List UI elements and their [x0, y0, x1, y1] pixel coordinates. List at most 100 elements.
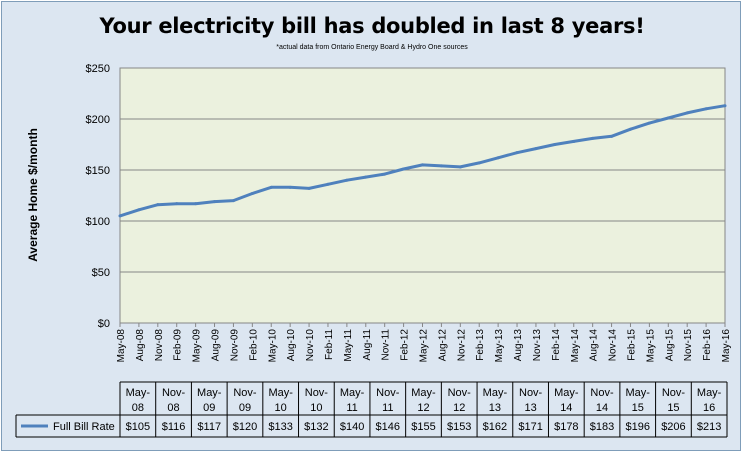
y-tick-label: $0	[98, 318, 110, 330]
data-point	[288, 185, 292, 189]
table-cell-value: $213	[697, 421, 721, 433]
table-cell-value: $183	[590, 421, 614, 433]
x-axis-ticks: May-08 Aug-08 Nov-08 Feb-09 May-09 Aug-09 Nov-…	[116, 323, 732, 362]
x-tick-label: Nov-10	[305, 329, 316, 362]
data-point	[231, 199, 235, 203]
table-cell-value: $120	[233, 421, 257, 433]
table-header-year: 12	[417, 402, 429, 414]
table-header-year: 14	[560, 402, 572, 414]
table-header-year: 10	[275, 402, 287, 414]
x-tick-label: Aug-12	[437, 329, 448, 362]
x-tick-label: Aug-08	[135, 329, 146, 362]
table-header-month: Nov-	[376, 387, 400, 399]
table-header-month: Nov-	[519, 387, 543, 399]
y-tick-label: $50	[92, 267, 110, 279]
series-full-bill-rate	[118, 104, 727, 218]
table-header-month: Nov-	[590, 387, 614, 399]
table-header-month: Nov-	[448, 387, 472, 399]
table-header-month: May-	[411, 387, 436, 399]
x-tick-label: May-15	[645, 329, 656, 363]
x-tick-label: Aug-15	[664, 329, 675, 362]
table-header-year: 09	[203, 402, 215, 414]
table-cell-value: $206	[661, 421, 685, 433]
x-tick-label: Feb-14	[551, 329, 562, 361]
data-point	[269, 185, 273, 189]
gridlines	[120, 67, 725, 273]
table-header-year: 09	[239, 402, 251, 414]
table-header-month: Nov-	[233, 387, 257, 399]
x-tick-label: May-12	[419, 329, 430, 363]
table-cell-value: $116	[162, 421, 186, 433]
table-header-month: May-	[626, 387, 651, 399]
table-header-year: 13	[524, 402, 536, 414]
table-header-year: 08	[132, 402, 144, 414]
x-tick-label: Nov-09	[229, 329, 240, 362]
y-axis-ticks: $0 $50 $100 $150 $200 $250	[86, 63, 110, 330]
data-point	[515, 151, 519, 155]
x-tick-label: May-16	[721, 329, 732, 363]
data-point	[591, 136, 595, 140]
x-tick-label: Nov-15	[683, 329, 694, 362]
table-header-month: May-	[126, 387, 151, 399]
table-header-month: May-	[268, 387, 293, 399]
y-tick-label: $150	[86, 165, 110, 177]
x-tick-label: Feb-09	[173, 329, 184, 361]
x-tick-label: Feb-13	[475, 329, 486, 361]
data-table: May- 08 $105 Nov- 08 $116 May- 09 $117 Nov- 09 $120…	[15, 381, 728, 438]
y-tick-label: $250	[86, 63, 110, 75]
data-point	[496, 156, 500, 160]
x-tick-label: Feb-16	[702, 329, 713, 361]
x-tick-label: May-10	[267, 329, 278, 363]
x-tick-label: Feb-10	[248, 329, 259, 361]
data-point	[477, 161, 481, 165]
data-point	[685, 111, 689, 115]
data-point	[534, 147, 538, 151]
table-header-month: May-	[554, 387, 579, 399]
table-cell-value: $133	[268, 421, 292, 433]
data-point	[458, 165, 462, 169]
x-tick-label: Aug-14	[589, 329, 600, 362]
table-header-month: May-	[483, 387, 508, 399]
y-tick-label: $200	[86, 114, 110, 126]
x-tick-label: May-09	[192, 329, 203, 363]
table-header-month: Nov-	[662, 387, 686, 399]
data-point	[250, 191, 254, 195]
table-header-year: 12	[453, 402, 465, 414]
plot-area	[119, 67, 726, 324]
table-header-month: Nov-	[305, 387, 329, 399]
table-header-month: Nov-	[162, 387, 186, 399]
data-point	[194, 202, 198, 206]
table-header-month: May-	[197, 387, 222, 399]
data-point	[137, 208, 141, 212]
table-header-month: May-	[697, 387, 722, 399]
data-point	[628, 127, 632, 131]
data-point	[364, 175, 368, 179]
data-point	[647, 121, 651, 125]
data-point	[307, 186, 311, 190]
table-cell-value: $153	[447, 421, 471, 433]
table-header-year: 15	[667, 402, 679, 414]
x-tick-label: Aug-13	[513, 329, 524, 362]
data-point	[439, 164, 443, 168]
table-header-year: 13	[489, 402, 501, 414]
table-header-year: 15	[632, 402, 644, 414]
data-point	[704, 107, 708, 111]
data-point	[553, 143, 557, 146]
x-tick-label: May-11	[343, 329, 354, 362]
x-tick-label: Nov-14	[608, 329, 619, 362]
x-tick-label: Feb-12	[400, 329, 411, 361]
data-point	[723, 104, 727, 108]
data-point	[610, 134, 614, 138]
table-cell-value: $155	[411, 421, 435, 433]
table-cell-value: $196	[625, 421, 649, 433]
x-tick-label: Aug-10	[286, 329, 297, 362]
data-point	[666, 116, 670, 120]
table-header-year: 10	[310, 402, 322, 414]
table-cell-value: $171	[518, 421, 542, 433]
legend-label: Full Bill Rate	[53, 421, 115, 433]
chart-title: Your electricity bill has doubled in las…	[99, 14, 645, 38]
x-tick-label: Feb-15	[626, 329, 637, 361]
table-cell-value: $132	[304, 421, 328, 433]
chart-subtitle: *actual data from Ontario Energy Board &…	[276, 44, 468, 51]
